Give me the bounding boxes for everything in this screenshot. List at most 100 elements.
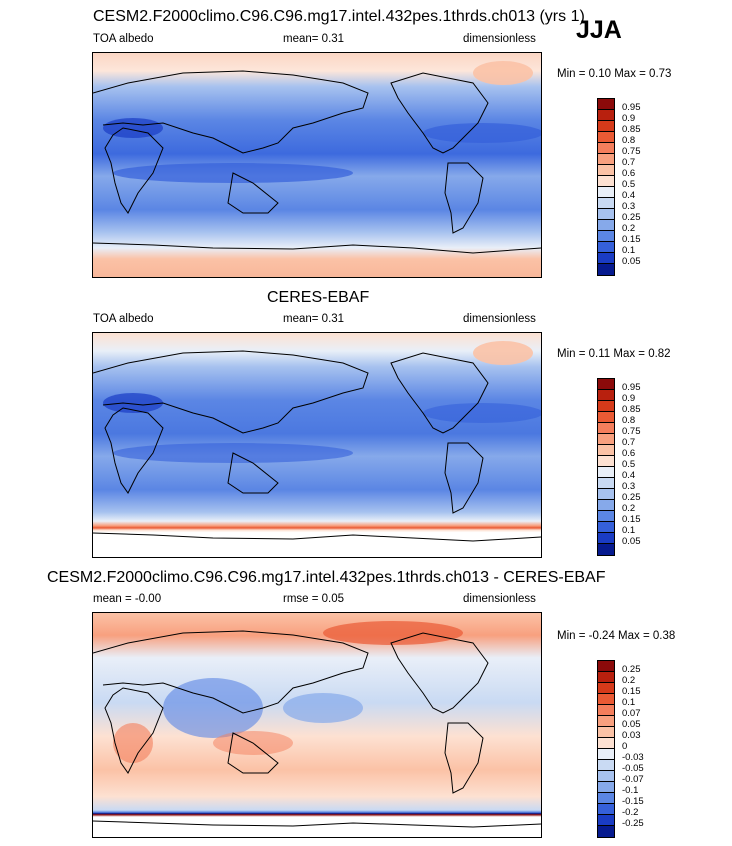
panel-2-colorbar-tick: 0.75 — [622, 426, 641, 437]
panel-2-colorbar-swatch — [598, 478, 614, 489]
panel-2-colorbar-swatch — [598, 445, 614, 456]
panel-2-colorbar — [597, 378, 615, 556]
panel-2-map-graphic — [93, 333, 541, 557]
panel-2-colorbar-tick: 0.2 — [622, 503, 636, 514]
panel-3-colorbar-tick: 0.1 — [622, 697, 636, 708]
panel-1-colorbar-tick: 0.85 — [622, 124, 641, 135]
panel-2-colorbar-tick: 0.6 — [622, 448, 636, 459]
panel-3-colorbar-tick: 0.25 — [622, 664, 641, 675]
panel-2-colorbar-swatch — [598, 467, 614, 478]
panel-2-colorbar-swatch — [598, 533, 614, 544]
panel-1-colorbar-tick: 0.9 — [622, 113, 636, 124]
panel-1-colorbar-tick: 0.8 — [622, 135, 636, 146]
panel-1-colorbar-tick: 0.4 — [622, 190, 636, 201]
panel-2-colorbar-swatch — [598, 456, 614, 467]
panel-1-colorbar-swatch — [598, 231, 614, 242]
panel-2-colorbar-swatch — [598, 522, 614, 533]
panel-1-units-label: dimensionless — [463, 33, 536, 45]
panel-3-colorbar-swatch — [598, 727, 614, 738]
panel-2-colorbar-swatch — [598, 511, 614, 522]
panel-2-colorbar-swatch — [598, 489, 614, 500]
panel-3-colorbar-tick: -0.25 — [622, 818, 644, 829]
panel-1-colorbar-swatch — [598, 176, 614, 187]
panel-1-colorbar-tick: 0.05 — [622, 256, 641, 267]
panel-2-colorbar-swatch — [598, 500, 614, 511]
panel-1-colorbar-swatch — [598, 187, 614, 198]
panel-3-colorbar-swatch — [598, 672, 614, 683]
panel-2-colorbar-tick: 0.25 — [622, 492, 641, 503]
panel-1-colorbar-tick: 0.1 — [622, 245, 636, 256]
panel-3-title: CESM2.F2000climo.C96.C96.mg17.intel.432p… — [47, 569, 606, 586]
panel-3-colorbar-tick: 0 — [622, 741, 628, 752]
panel-3-colorbar-swatch — [598, 694, 614, 705]
panel-3-colorbar-tick: 0.03 — [622, 730, 641, 741]
panel-3-colorbar-swatch — [598, 716, 614, 727]
panel-2-mean-label: mean= 0.31 — [283, 313, 345, 325]
panel-2-colorbar-swatch — [598, 390, 614, 401]
panel-3-colorbar-swatch — [598, 826, 614, 837]
panel-1-colorbar-swatch — [598, 220, 614, 231]
panel-2-units-label: dimensionless — [463, 313, 536, 325]
panel-3-colorbar-swatch — [598, 683, 614, 694]
panel-1-colorbar-swatch — [598, 132, 614, 143]
panel-1-colorbar-tick: 0.25 — [622, 212, 641, 223]
panel-3-colorbar-tick: -0.05 — [622, 763, 644, 774]
panel-2-colorbar-swatch — [598, 379, 614, 390]
panel-1-colorbar-tick: 0.95 — [622, 102, 641, 113]
panel-2-title: CERES-EBAF — [267, 289, 370, 306]
panel-1-colorbar-tick: 0.6 — [622, 168, 636, 179]
panel-1-map — [92, 52, 542, 278]
panel-2-colorbar-tick: 0.4 — [622, 470, 636, 481]
panel-1-colorbar-swatch — [598, 121, 614, 132]
panel-1-colorbar-swatch — [598, 198, 614, 209]
panel-2-colorbar-tick: 0.85 — [622, 404, 641, 415]
panel-3-colorbar-swatch — [598, 804, 614, 815]
panel-3-colorbar-swatch — [598, 782, 614, 793]
panel-3-colorbar-tick: 0.05 — [622, 719, 641, 730]
panel-2-colorbar-tick: 0.95 — [622, 382, 641, 393]
panel-3-units-label: dimensionless — [463, 593, 536, 605]
panel-3-colorbar-swatch — [598, 771, 614, 782]
panel-3-rmse-label: rmse = 0.05 — [283, 593, 345, 605]
panel-3-mean-label: mean = -0.00 — [93, 593, 162, 605]
panel-3-colorbar-tick: -0.03 — [622, 752, 644, 763]
season-label: JJA — [576, 16, 622, 44]
panel-3-colorbar-tick: -0.1 — [622, 785, 639, 796]
panel-2-map — [92, 332, 542, 558]
panel-2-minmax: Min = 0.11 Max = 0.82 — [557, 348, 671, 360]
panel-2-colorbar-tick: 0.3 — [622, 481, 636, 492]
panel-1-colorbar-tick: 0.7 — [622, 157, 636, 168]
panel-1-colorbar-swatch — [598, 99, 614, 110]
panel-1-colorbar — [597, 98, 615, 276]
panel-1-colorbar-swatch — [598, 253, 614, 264]
panel-1-colorbar-tick: 0.75 — [622, 146, 641, 157]
panel-3-colorbar-swatch — [598, 705, 614, 716]
panel-1-colorbar-swatch — [598, 264, 614, 275]
panel-3-colorbar — [597, 660, 615, 838]
panel-1-colorbar-tick: 0.2 — [622, 223, 636, 234]
panel-1-colorbar-swatch — [598, 143, 614, 154]
panel-2-variable-label: TOA albedo — [93, 313, 154, 325]
panel-3-colorbar-tick: -0.15 — [622, 796, 644, 807]
panel-1-colorbar-swatch — [598, 154, 614, 165]
panel-1-colorbar-tick: 0.15 — [622, 234, 641, 245]
panel-3-colorbar-tick: -0.2 — [622, 807, 639, 818]
panel-3-minmax: Min = -0.24 Max = 0.38 — [557, 630, 676, 642]
panel-2-colorbar-tick: 0.1 — [622, 525, 636, 536]
panel-3-colorbar-swatch — [598, 760, 614, 771]
panel-3-colorbar-swatch — [598, 793, 614, 804]
panel-2-colorbar-swatch — [598, 412, 614, 423]
panel-2-colorbar-tick: 0.8 — [622, 415, 636, 426]
panel-1-colorbar-swatch — [598, 110, 614, 121]
panel-1-map-graphic — [93, 53, 541, 277]
panel-3-colorbar-swatch — [598, 749, 614, 760]
panel-2-colorbar-swatch — [598, 423, 614, 434]
panel-3-colorbar-tick: 0.2 — [622, 675, 636, 686]
panel-3-map — [92, 612, 542, 838]
panel-2-colorbar-tick: 0.5 — [622, 459, 636, 470]
panel-1-variable-label: TOA albedo — [93, 33, 154, 45]
panel-1-minmax: Min = 0.10 Max = 0.73 — [557, 68, 672, 80]
panel-3-map-graphic — [93, 613, 541, 837]
panel-2-colorbar-tick: 0.7 — [622, 437, 636, 448]
panel-1-colorbar-swatch — [598, 242, 614, 253]
